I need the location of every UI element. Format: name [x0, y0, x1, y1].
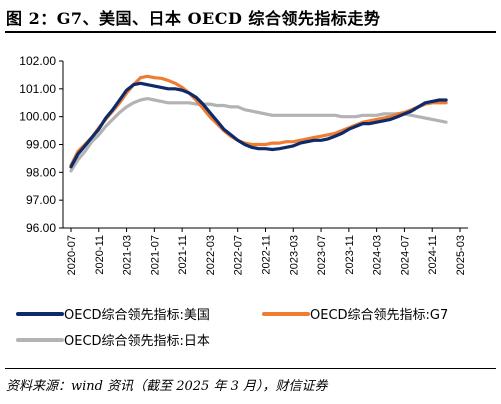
x-tick-label: 2024-07 — [399, 235, 411, 275]
x-tick-label: 2023-03 — [288, 235, 300, 275]
x-tick-label: 2020-11 — [94, 235, 106, 275]
source-rule — [5, 368, 496, 369]
y-tick-label: 98.00 — [26, 165, 56, 179]
title-rule — [5, 31, 496, 33]
y-tick-label: 97.00 — [26, 193, 56, 207]
series-line-2 — [69, 96, 448, 173]
x-tick-label: 2023-07 — [316, 235, 328, 275]
chart-series — [69, 74, 448, 173]
chart-axes: 102.00 101.00 100.00 99.00 98.00 97.00 96.00 20… — [19, 54, 468, 275]
legend-label-2: OECD综合领先指标:日本 — [64, 334, 210, 349]
legend-label-0: OECD综合领先指标:美国 — [64, 308, 210, 323]
y-tick-label: 100.00 — [19, 110, 56, 124]
x-tick-label: 2021-07 — [149, 235, 161, 275]
x-tick-label: 2022-03 — [205, 235, 217, 275]
x-tick-label: 2022-07 — [233, 235, 245, 275]
x-tick-label: 2024-03 — [372, 235, 384, 275]
y-tick-label: 99.00 — [26, 138, 56, 152]
y-tick-label: 102.00 — [19, 54, 56, 68]
y-tick-label: 101.00 — [19, 82, 56, 96]
line-chart: 102.00 101.00 100.00 99.00 98.00 97.00 96.00 20… — [16, 54, 468, 349]
y-tick-label: 96.00 — [26, 221, 56, 235]
x-tick-label: 2023-11 — [344, 235, 356, 275]
series-line-0 — [69, 81, 448, 169]
x-tick-label: 2025-03 — [455, 235, 467, 275]
x-tick-label: 2020-07 — [66, 235, 78, 275]
chart-legend: OECD综合领先指标:美国 OECD综合领先指标:G7 OECD综合领先指标:日本 — [16, 308, 448, 349]
x-tick-label: 2021-11 — [177, 235, 189, 275]
legend-label-1: OECD综合领先指标:G7 — [310, 308, 448, 323]
x-tick-label: 2021-03 — [122, 235, 134, 275]
source-note: 资料来源：wind 资讯（截至 2025 年 3 月），财信证券 — [6, 379, 328, 394]
figure-title: 图 2：G7、美国、日本 OECD 综合领先指标走势 — [6, 9, 381, 28]
x-tick-label: 2024-11 — [427, 235, 439, 275]
x-tick-label: 2022-11 — [261, 235, 273, 275]
